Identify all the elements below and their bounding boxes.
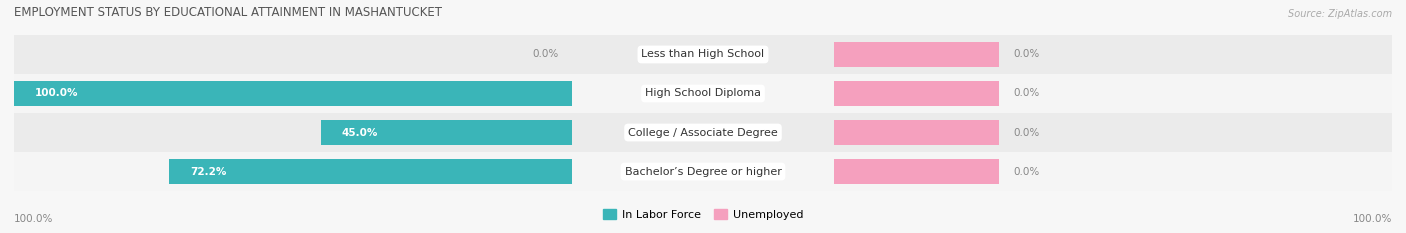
- Text: 45.0%: 45.0%: [342, 127, 378, 137]
- Bar: [14, 152, 1392, 191]
- Bar: [834, 120, 1000, 145]
- Bar: [834, 159, 1000, 184]
- Text: 100.0%: 100.0%: [1353, 214, 1392, 224]
- Text: 72.2%: 72.2%: [190, 167, 226, 177]
- Bar: [14, 81, 572, 106]
- Text: 0.0%: 0.0%: [1014, 167, 1039, 177]
- Text: Less than High School: Less than High School: [641, 49, 765, 59]
- Text: 0.0%: 0.0%: [1014, 127, 1039, 137]
- Bar: [834, 42, 1000, 67]
- Text: 100.0%: 100.0%: [35, 89, 79, 99]
- Bar: [169, 159, 572, 184]
- Bar: [321, 120, 572, 145]
- Bar: [14, 35, 1392, 74]
- Text: 100.0%: 100.0%: [14, 214, 53, 224]
- Text: 0.0%: 0.0%: [1014, 89, 1039, 99]
- Text: EMPLOYMENT STATUS BY EDUCATIONAL ATTAINMENT IN MASHANTUCKET: EMPLOYMENT STATUS BY EDUCATIONAL ATTAINM…: [14, 6, 441, 19]
- Bar: [14, 113, 1392, 152]
- Bar: [14, 74, 1392, 113]
- Text: High School Diploma: High School Diploma: [645, 89, 761, 99]
- Text: College / Associate Degree: College / Associate Degree: [628, 127, 778, 137]
- Text: Source: ZipAtlas.com: Source: ZipAtlas.com: [1288, 9, 1392, 19]
- Bar: [834, 81, 1000, 106]
- Text: 0.0%: 0.0%: [531, 49, 558, 59]
- Legend: In Labor Force, Unemployed: In Labor Force, Unemployed: [603, 209, 803, 220]
- Text: Bachelor’s Degree or higher: Bachelor’s Degree or higher: [624, 167, 782, 177]
- Text: 0.0%: 0.0%: [1014, 49, 1039, 59]
